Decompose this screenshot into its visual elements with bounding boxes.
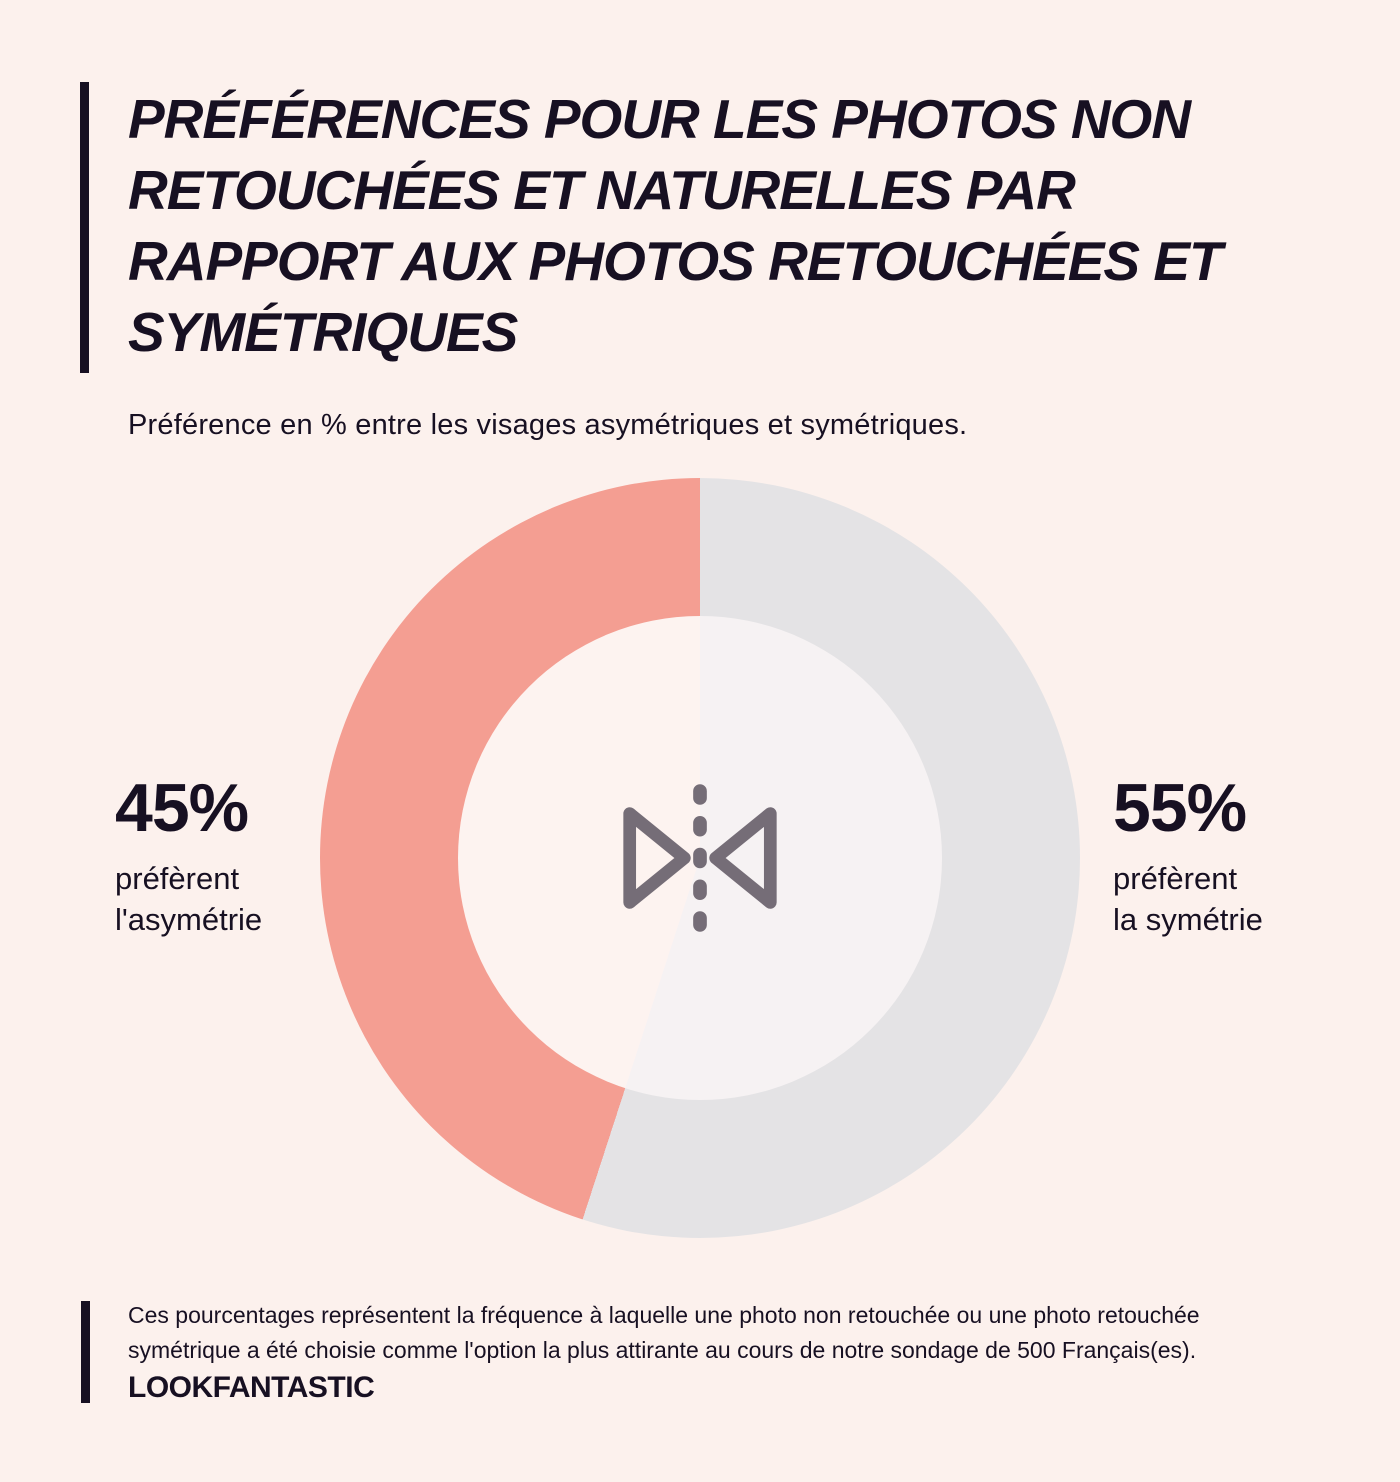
donut-hole <box>458 616 942 1100</box>
stat-symmetry-label-line: préfèrent <box>1113 861 1238 896</box>
stat-symmetry-label: préfèrent la symétrie <box>1113 858 1343 940</box>
brand-logo: LOOKFANTASTIC <box>128 1371 375 1404</box>
stat-asymmetry-label: préfèrent l'asymétrie <box>115 858 335 940</box>
footer-accent-bar <box>81 1301 90 1403</box>
donut-ring <box>320 478 1080 1238</box>
footer-note: Ces pourcentages représentent la fréquen… <box>128 1298 1338 1368</box>
footer-note-line: Ces pourcentages représentent la fréquen… <box>128 1302 1200 1328</box>
stat-asymmetry: 45% préfèrent l'asymétrie <box>115 772 335 940</box>
stat-asymmetry-value: 45% <box>115 770 249 846</box>
chart-subtitle: Préférence en % entre les visages asymét… <box>128 409 968 441</box>
footer-note-line: symétrique a été choisie comme l'option … <box>128 1337 1197 1363</box>
stat-symmetry-value: 55% <box>1113 770 1247 846</box>
stat-asymmetry-label-line: préfèrent <box>115 861 240 896</box>
mirror-symmetry-icon <box>623 784 777 932</box>
page-title-line: SYMÉTRIQUES <box>128 301 518 363</box>
stat-asymmetry-label-line: l'asymétrie <box>115 902 263 937</box>
stat-symmetry: 55% préfèrent la symétrie <box>1113 772 1343 940</box>
page-title-line: PRÉFÉRENCES POUR LES PHOTOS NON <box>128 88 1191 150</box>
page-title-line: RETOUCHÉES ET NATURELLES PAR <box>128 159 1076 221</box>
title-accent-bar <box>80 82 89 373</box>
page-title-line: RAPPORT AUX PHOTOS RETOUCHÉES ET <box>128 230 1223 292</box>
page-title: PRÉFÉRENCES POUR LES PHOTOS NON RETOUCHÉ… <box>128 84 1368 368</box>
stat-symmetry-label-line: la symétrie <box>1113 902 1263 937</box>
